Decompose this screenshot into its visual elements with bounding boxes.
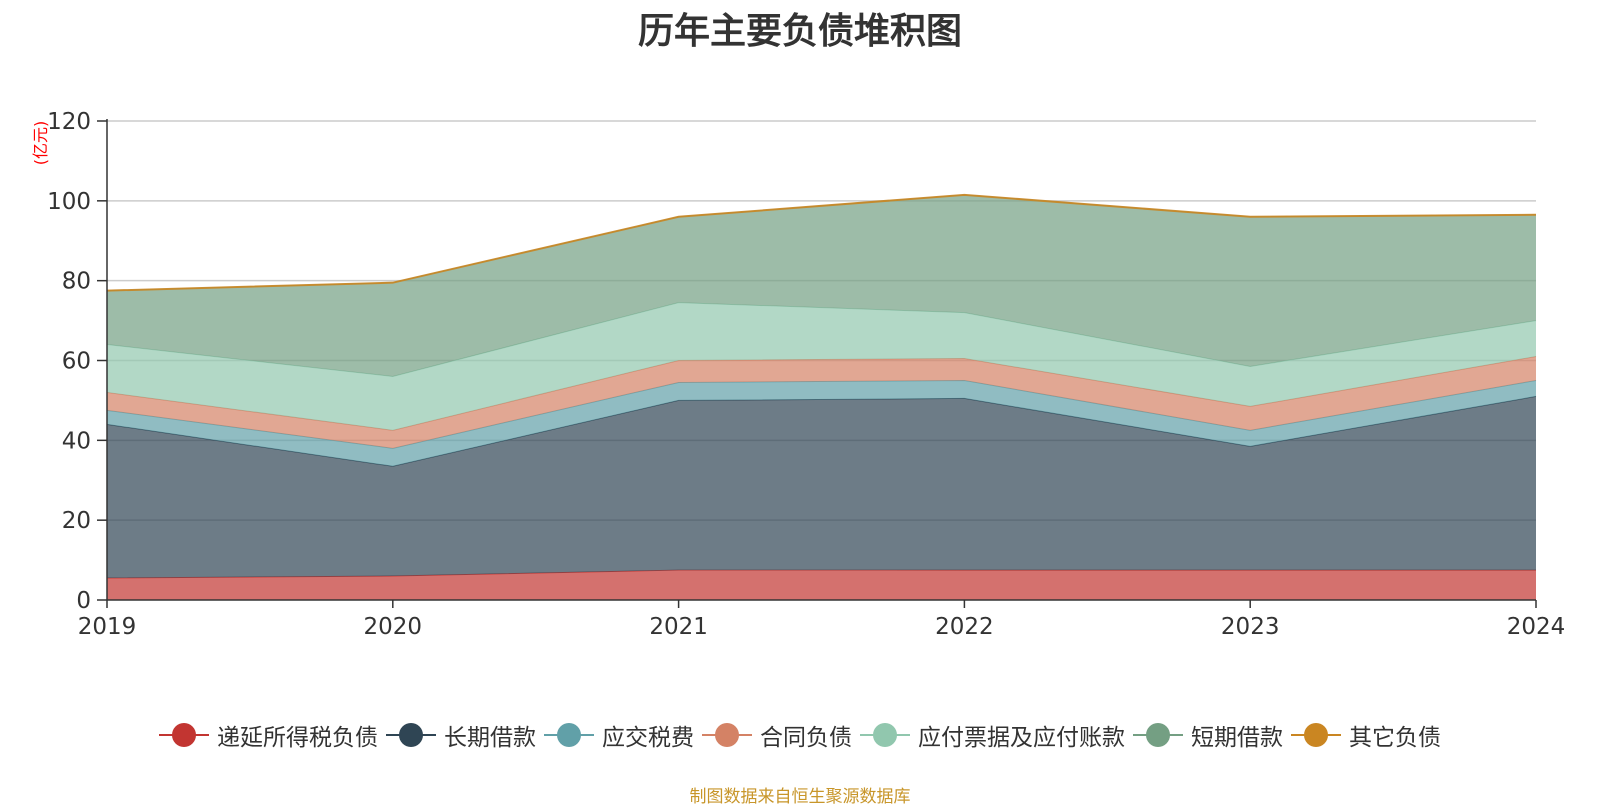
- x-tick-label: 2019: [78, 614, 137, 640]
- area-series-0[interactable]: [107, 570, 1536, 600]
- area-series-2[interactable]: [107, 380, 1536, 467]
- series-line-0: [106, 569, 1536, 579]
- y-tick-label: 100: [47, 189, 91, 215]
- chart-title: 历年主要负债堆积图: [637, 11, 962, 52]
- y-tick-label: 60: [62, 349, 91, 375]
- legend-item-5[interactable]: 短期借款: [1133, 718, 1283, 752]
- area-series-3[interactable]: [107, 356, 1536, 449]
- legend-marker: [159, 723, 209, 747]
- y-tick-label: 40: [62, 428, 91, 454]
- area-series-5[interactable]: [107, 194, 1536, 377]
- legend-item-1[interactable]: 长期借款: [386, 718, 536, 752]
- y-unit-label: (亿元): [31, 121, 50, 166]
- legend-item-6[interactable]: 其它负债: [1291, 718, 1441, 752]
- axes: 0 20 40 60 80 100 120 2019 2020 2021 2022 2023 2024: [47, 109, 1565, 640]
- legend-label: 递延所得税负债: [217, 725, 378, 751]
- area-series-4[interactable]: [107, 302, 1536, 431]
- y-tick-label: 120: [47, 109, 91, 135]
- legend-marker: [1133, 723, 1183, 747]
- data-source-footer: 制图数据来自恒生聚源数据库: [689, 787, 911, 807]
- legend-label: 应付票据及应付账款: [918, 725, 1125, 751]
- legend-item-3[interactable]: 合同负债: [702, 718, 852, 752]
- x-tick-label: 2024: [1507, 614, 1566, 640]
- legend-marker: [702, 723, 752, 747]
- legend-marker: [544, 723, 594, 747]
- legend-label: 短期借款: [1191, 725, 1283, 751]
- x-tick-label: 2023: [1221, 614, 1280, 640]
- x-tick-label: 2022: [935, 614, 994, 640]
- legend-label: 长期借款: [444, 725, 536, 751]
- series-line-6: [106, 193, 1537, 292]
- y-tick-label: 80: [62, 269, 91, 295]
- y-tick-label: 20: [62, 508, 91, 534]
- area-layer: [106, 193, 1537, 600]
- area-series-1[interactable]: [107, 396, 1536, 579]
- legend-label: 合同负债: [760, 725, 852, 751]
- y-tick-label: 0: [76, 588, 91, 614]
- legend-item-4[interactable]: 应付票据及应付账款: [860, 718, 1125, 752]
- legend-item-0[interactable]: 递延所得税负债: [159, 718, 378, 752]
- legend-marker: [1291, 723, 1341, 747]
- legend-marker: [386, 723, 436, 747]
- x-tick-label: 2021: [649, 614, 708, 640]
- legend-marker: [860, 723, 910, 747]
- x-tick-label: 2020: [364, 614, 423, 640]
- legend-item-2[interactable]: 应交税费: [544, 718, 694, 752]
- legend: 递延所得税负债 长期借款 应交税费 合同负债 应付票据及应付账款 短期借款 其它负债: [0, 718, 1600, 752]
- legend-label: 其它负债: [1349, 725, 1441, 751]
- legend-label: 应交税费: [602, 725, 694, 751]
